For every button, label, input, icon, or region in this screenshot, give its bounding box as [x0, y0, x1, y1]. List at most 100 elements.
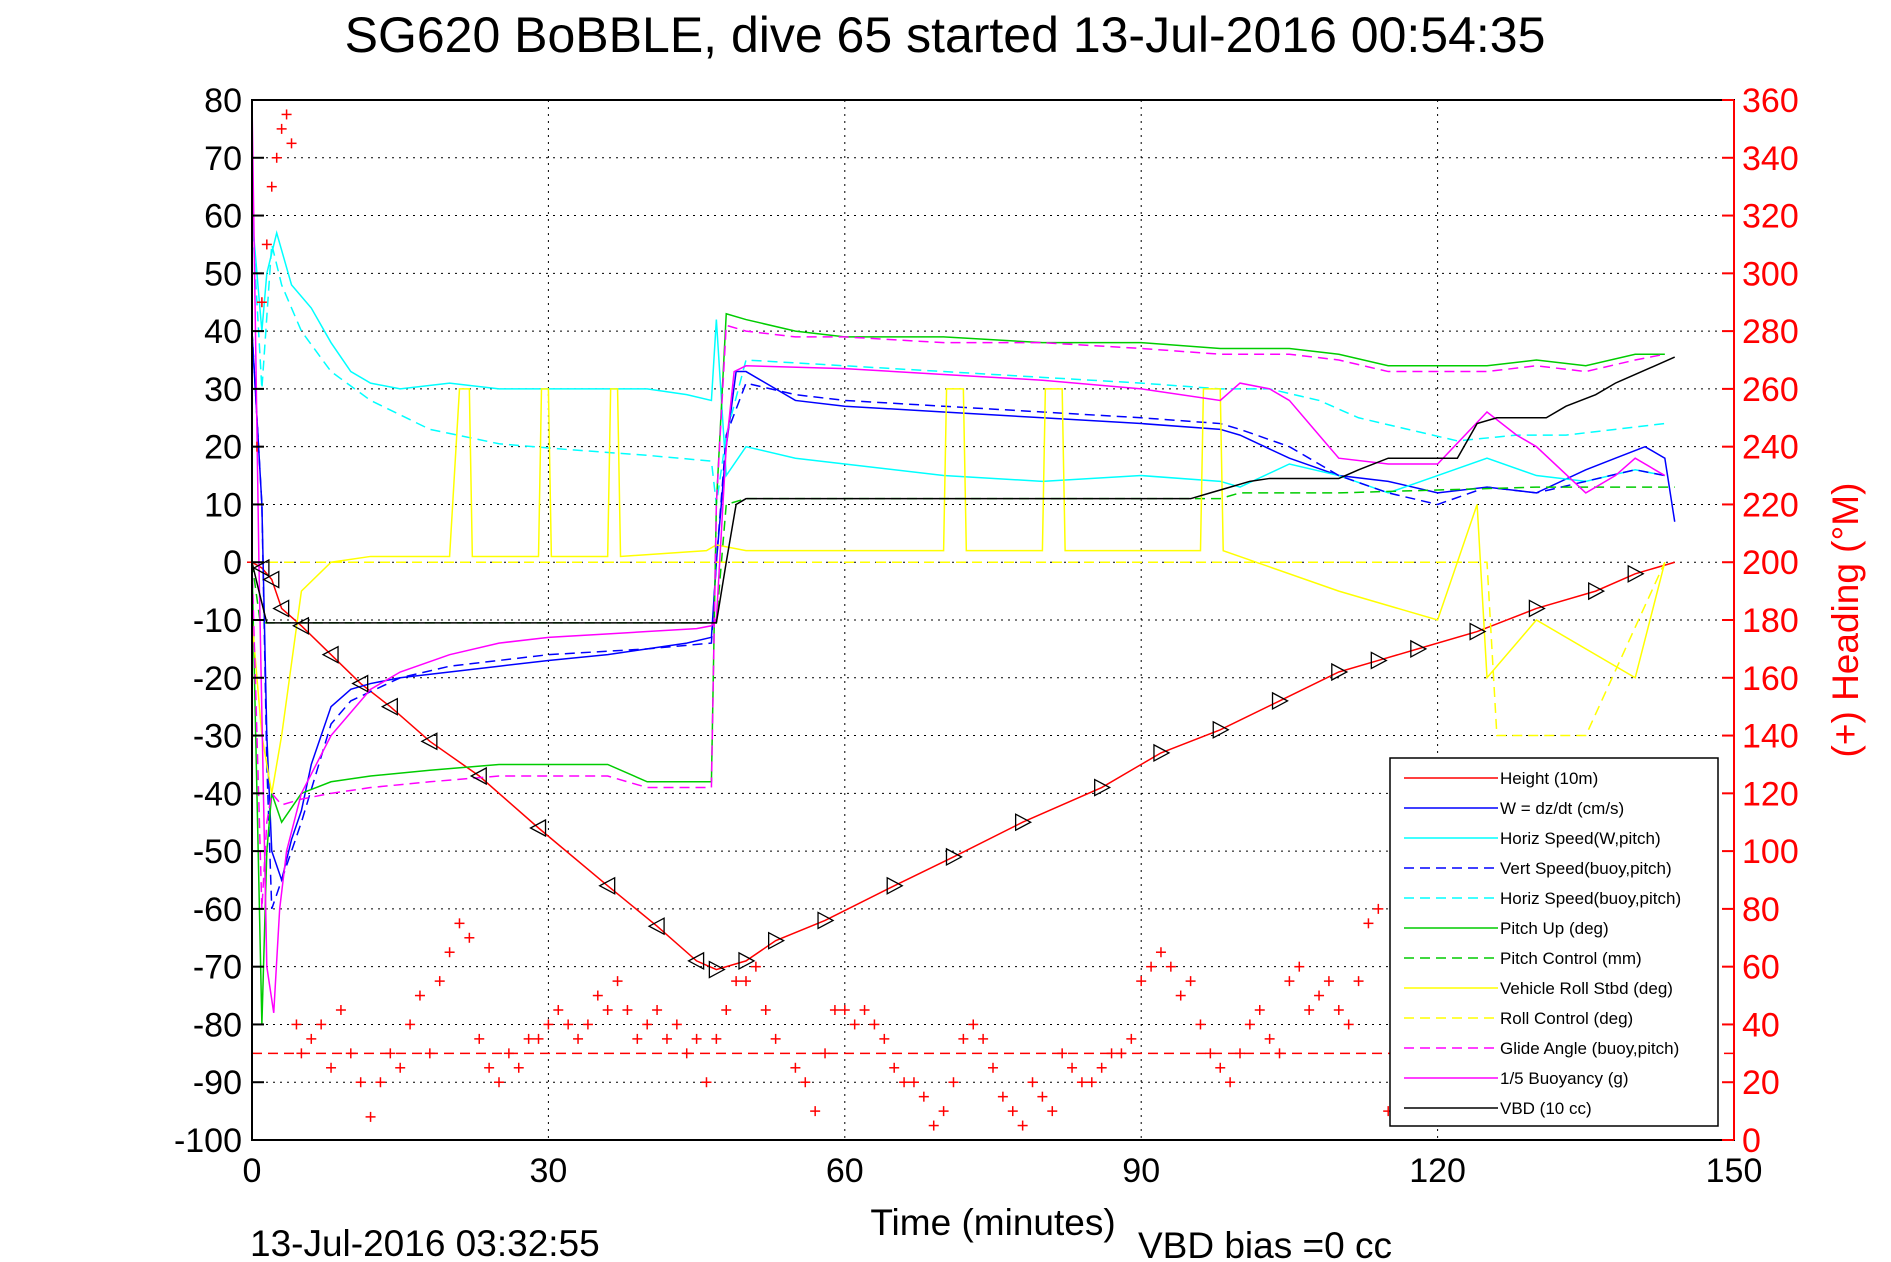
depth-marker — [1331, 662, 1349, 682]
chart-title: SG620 BoBBLE, dive 65 started 13-Jul-201… — [345, 7, 1546, 63]
depth-marker — [647, 917, 665, 936]
depth-marker — [1212, 720, 1230, 739]
heading-point — [424, 1048, 435, 1059]
heading-point — [1264, 1033, 1275, 1044]
y2-tick-label: 160 — [1742, 660, 1799, 698]
depth-marker — [1627, 564, 1645, 583]
y-tick-label: -70 — [193, 949, 242, 987]
legend-label: Vert Speed(buoy,pitch) — [1500, 859, 1672, 878]
depth-marker — [687, 951, 705, 970]
heading-point — [326, 1062, 337, 1073]
heading-point — [375, 1077, 386, 1088]
heading-point — [1116, 1048, 1127, 1059]
depth-marker — [886, 876, 904, 895]
depth-marker — [529, 818, 547, 838]
heading-point — [938, 1106, 949, 1117]
depth-marker — [420, 732, 438, 751]
heading-point — [1244, 1019, 1255, 1030]
heading-point — [721, 1005, 732, 1015]
heading-point — [345, 1048, 356, 1059]
heading-point — [1027, 1077, 1038, 1088]
x-tick-label: 90 — [1122, 1152, 1160, 1190]
heading-point — [296, 1048, 307, 1059]
x-tick-label: 0 — [243, 1152, 262, 1190]
heading-point — [261, 239, 272, 250]
vbd-bias-note: VBD bias =0 cc — [1138, 1225, 1392, 1262]
heading-point — [256, 297, 267, 308]
heading-point — [464, 932, 475, 943]
depth-marker — [1410, 639, 1428, 658]
heading-point — [997, 1091, 1008, 1102]
heading-point — [1343, 1019, 1354, 1030]
x-tick-label: 60 — [826, 1152, 864, 1190]
depth-marker — [292, 616, 310, 635]
heading-point — [1146, 961, 1157, 972]
heading-point — [958, 1033, 969, 1044]
legend-label: Glide Angle (buoy,pitch) — [1500, 1039, 1679, 1058]
heading-point — [1067, 1062, 1078, 1073]
y-tick-label: 40 — [204, 313, 242, 351]
y-tick-label: -30 — [193, 718, 242, 756]
y-tick-label: -10 — [193, 602, 242, 640]
y2-tick-label: 360 — [1742, 82, 1799, 120]
legend: Height (10m) W = dz/dt (cm/s) Horiz Speed(… — [1389, 757, 1719, 1127]
heading-point — [271, 152, 282, 163]
depth-marker — [1469, 622, 1487, 641]
y-tick-label: 30 — [204, 371, 242, 409]
y-tick-label: 10 — [204, 486, 242, 524]
y2-tick-label: 40 — [1742, 1006, 1780, 1044]
heading-point — [405, 1019, 416, 1030]
y2-tick-label: 60 — [1742, 949, 1780, 987]
y-tick-label: -100 — [174, 1122, 242, 1160]
series-line — [251, 215, 1665, 494]
y2-tick-label: 320 — [1742, 198, 1799, 236]
series-line — [252, 561, 1666, 737]
heading-point — [291, 1019, 302, 1030]
heading-point — [484, 1062, 495, 1073]
heading-point — [1225, 1077, 1236, 1088]
heading-point — [1373, 903, 1384, 914]
legend-box — [1389, 757, 1719, 1127]
x-axis-ticks: 0 30 60 90 120 150 — [243, 1152, 1763, 1190]
depth-marker — [1271, 691, 1289, 710]
heading-point — [335, 1005, 346, 1015]
heading-point — [1076, 1077, 1087, 1088]
heading-point — [691, 1033, 702, 1044]
heading-point — [513, 1062, 524, 1073]
heading-point — [1363, 918, 1374, 929]
y-tick-label: 70 — [204, 140, 242, 178]
y-tick-label: -90 — [193, 1064, 242, 1102]
heading-point — [355, 1077, 366, 1088]
series-line — [251, 356, 1676, 624]
heading-point — [1323, 976, 1334, 987]
depth-marker — [598, 876, 616, 895]
y-tick-label: 60 — [204, 198, 242, 236]
heading-point — [652, 1005, 663, 1015]
x-tick-label: 30 — [529, 1152, 567, 1190]
legend-label: Vehicle Roll Stbd (deg) — [1500, 979, 1673, 998]
heading-point — [948, 1077, 959, 1088]
heading-point — [1017, 1120, 1028, 1131]
y2-axis-label: (+) Heading (°M) — [1825, 483, 1866, 758]
legend-label: W = dz/dt (cm/s) — [1500, 799, 1624, 818]
heading-point — [1106, 1048, 1117, 1059]
y2-tick-label: 240 — [1742, 429, 1799, 467]
heading-point — [612, 976, 623, 987]
depth-marker — [817, 911, 835, 930]
y-tick-label: 80 — [204, 82, 242, 120]
heading-point — [582, 1019, 593, 1030]
heading-point — [395, 1062, 406, 1073]
heading-point — [503, 1048, 514, 1059]
heading-point — [1136, 976, 1147, 987]
heading-point — [1254, 1005, 1265, 1015]
heading-point — [454, 918, 465, 929]
y-tick-label: 50 — [204, 255, 242, 293]
heading-point — [820, 1048, 831, 1059]
depth-marker — [1528, 599, 1546, 618]
heading-point — [1195, 1019, 1206, 1030]
heading-point — [681, 1048, 692, 1059]
y-tick-label: -80 — [193, 1006, 242, 1044]
y-axis-ticks: 80 70 60 50 40 30 20 10 0 -10 -20 -30 -40 -50 -60 -70 -8… — [174, 82, 264, 1160]
depth-marker — [1370, 651, 1388, 670]
heading-point — [553, 1005, 564, 1015]
